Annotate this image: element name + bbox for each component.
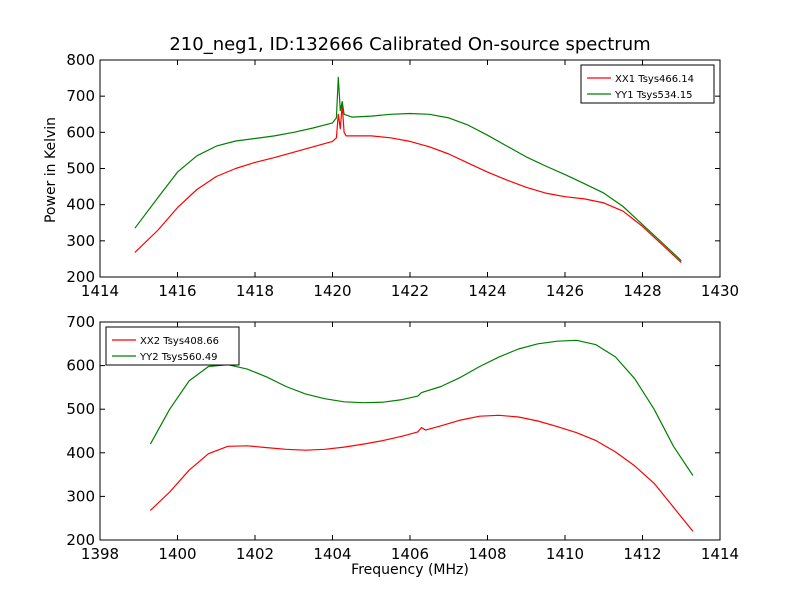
x-tick-label: 1412 — [623, 545, 661, 563]
y-tick-label: 200 — [66, 531, 95, 549]
legend-label: YY2 Tsys560.49 — [139, 352, 218, 363]
plot-panel-2: 1398 1400 1402 1404 1406 1408 1410 1412 1414 200 3… — [66, 313, 739, 563]
x-tick-label: 1410 — [546, 545, 584, 563]
x-tick-label: 1428 — [623, 282, 661, 300]
x-tick-label: 1408 — [468, 545, 506, 563]
x-tick-label: 1414 — [81, 282, 119, 300]
x-tick-label: 1406 — [391, 545, 429, 563]
x-tick-label: 1424 — [468, 282, 506, 300]
legend: XX2 Tsys408.66 YY2 Tsys560.49 — [105, 326, 240, 366]
x-axis-label: Frequency (MHz) — [351, 562, 469, 578]
x-tick-label: 1400 — [158, 545, 196, 563]
y-tick-label: 400 — [66, 444, 95, 462]
legend: XX1 Tsys466.14 YY1 Tsys534.15 — [580, 64, 715, 104]
series-line-2 — [134, 76, 682, 262]
series-line-2 — [149, 339, 694, 476]
legend-label: YY1 Tsys534.15 — [614, 90, 693, 101]
y-tick-label: 500 — [66, 160, 95, 178]
x-tick-label: 1426 — [546, 282, 584, 300]
y-tick-label: 700 — [66, 313, 95, 331]
x-tick-label: 1416 — [158, 282, 196, 300]
x-tick-label: 1430 — [701, 282, 739, 300]
y-tick-label: 400 — [66, 196, 95, 214]
y-tick-label: 800 — [66, 51, 95, 69]
y-tick-label: 600 — [66, 357, 95, 375]
y-tick-label: 300 — [66, 232, 95, 250]
y-tick-label: 500 — [66, 400, 95, 418]
x-tick-label: 1420 — [313, 282, 351, 300]
series-line-1 — [149, 414, 694, 532]
y-tick-label: 300 — [66, 487, 95, 505]
legend-box — [580, 64, 715, 104]
y-tick-label: 700 — [66, 87, 95, 105]
x-tick-label: 1418 — [236, 282, 274, 300]
legend-box — [105, 326, 240, 366]
x-tick-label: 1422 — [391, 282, 429, 300]
x-tick-label: 1404 — [313, 545, 351, 563]
x-tick-label: 1398 — [81, 545, 119, 563]
series-line-1 — [134, 104, 682, 263]
x-tick-label: 1414 — [701, 545, 739, 563]
x-tick-label: 1402 — [236, 545, 274, 563]
legend-label: XX2 Tsys408.66 — [140, 336, 219, 347]
legend-label: XX1 Tsys466.14 — [615, 74, 694, 85]
plot-panel-1: 1414 1416 1418 1420 1422 1424 1426 1428 1430 200 3… — [66, 51, 739, 300]
chart-title: 210_neg1, ID:132666 Calibrated On-source… — [169, 34, 651, 55]
y-tick-label: 600 — [66, 123, 95, 141]
y-tick-label: 200 — [66, 268, 95, 286]
